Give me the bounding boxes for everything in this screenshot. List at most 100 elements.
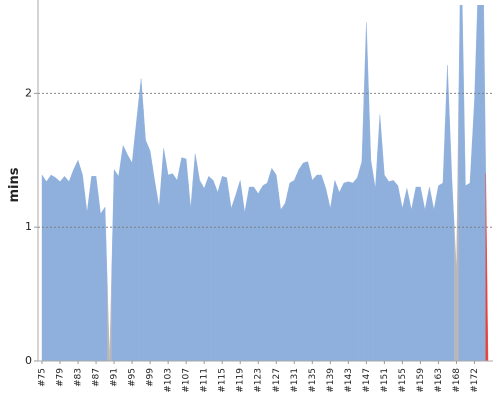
area-slice (152, 165, 158, 362)
area-slice (314, 174, 320, 362)
area-slice (147, 145, 153, 362)
x-tick-label: #99 (146, 368, 156, 387)
area-slice (341, 182, 347, 362)
area-slice (287, 181, 293, 362)
area-slice (278, 192, 284, 362)
x-tick-label: #127 (272, 368, 282, 393)
area-slice (386, 177, 392, 362)
area-slice (422, 198, 428, 362)
x-tick-label: #111 (200, 368, 210, 393)
area-slice (170, 173, 176, 362)
area-slice (296, 165, 302, 362)
area-slice (71, 164, 76, 362)
area-slice (417, 186, 423, 362)
area-slice (66, 175, 72, 362)
area-slice (368, 91, 374, 362)
area-slice (381, 144, 387, 362)
area-slice (44, 177, 49, 362)
area-slice (129, 141, 135, 362)
area-slice (350, 179, 356, 362)
area-slice (264, 175, 270, 362)
x-tick-label: #83 (74, 368, 84, 387)
x-tick-label: #139 (326, 368, 336, 393)
y-tick-label: 2 (25, 86, 32, 99)
area-slice (463, 59, 468, 362)
area-slice (449, 122, 455, 362)
area-slice (458, 5, 464, 362)
area-slice (80, 167, 86, 362)
area-slice (48, 174, 54, 362)
x-tick-label: #123 (254, 368, 264, 393)
area-slice (354, 169, 360, 362)
area-slice (53, 175, 58, 362)
area-slice (323, 181, 329, 362)
area-slice (404, 188, 410, 362)
area-slice (269, 167, 275, 362)
area-slice (174, 168, 180, 362)
x-tick-label: #107 (182, 368, 192, 393)
x-tick-label: #115 (218, 368, 228, 393)
area-slice (242, 196, 248, 362)
x-tick-label: #75 (38, 368, 48, 387)
area-slice (219, 176, 225, 362)
area-slice (467, 141, 473, 362)
x-tick-label: #147 (362, 368, 372, 393)
area-slice (390, 180, 396, 362)
area-slice (111, 168, 117, 362)
area-slice (300, 161, 306, 362)
area-slice (485, 173, 489, 362)
area-slice (359, 91, 365, 362)
area-slice (156, 177, 162, 362)
area-slice (116, 160, 122, 362)
y-tick-label: 0 (25, 354, 32, 367)
area-slice (309, 170, 315, 362)
area-slice (233, 187, 239, 362)
x-tick-label: #95 (128, 368, 138, 387)
area-slice (134, 99, 140, 362)
area-slice (408, 198, 414, 362)
area-slice (107, 265, 113, 362)
x-tick-label: #79 (56, 368, 66, 387)
x-tick-label: #91 (110, 368, 120, 387)
area-slice (192, 153, 198, 362)
x-tick-label: #103 (164, 368, 174, 393)
area-slice (345, 181, 351, 362)
x-tick-label: #87 (92, 368, 102, 387)
area-slice (377, 114, 383, 362)
area-slice (472, 29, 477, 362)
area-slice (435, 183, 441, 362)
area-slice (98, 195, 104, 362)
area-slice (399, 197, 405, 362)
area-slice (305, 161, 311, 362)
area-slice (246, 186, 252, 362)
area-slice (165, 161, 171, 362)
area-slice (57, 178, 63, 362)
plot-area (41, 5, 489, 362)
x-tick-label: #131 (290, 368, 300, 393)
area-slice (273, 170, 279, 362)
x-tick-label: #119 (236, 368, 246, 393)
area-slice (372, 151, 378, 362)
area-slice (93, 176, 99, 362)
area-slice (395, 182, 401, 362)
area-slice (363, 22, 369, 362)
area-slice (197, 166, 203, 362)
area-slice (228, 193, 234, 362)
x-tick-label: #143 (344, 368, 354, 393)
area-slice (440, 124, 446, 362)
area-slice (413, 186, 419, 362)
area-slice (431, 197, 437, 362)
area-slice (138, 78, 144, 362)
x-tick-label: #155 (398, 368, 408, 393)
area-slice (102, 206, 108, 362)
area-slice (260, 183, 266, 362)
area-slice (41, 174, 45, 362)
area-slice (84, 193, 90, 362)
area-slice (255, 188, 261, 362)
y-axis-title: mins (7, 167, 22, 202)
area-slice (336, 186, 342, 362)
x-tick-label: #172 (470, 368, 480, 393)
area-slice (179, 157, 185, 362)
y-tick-label: 1 (25, 220, 32, 233)
area-slice (62, 176, 67, 362)
